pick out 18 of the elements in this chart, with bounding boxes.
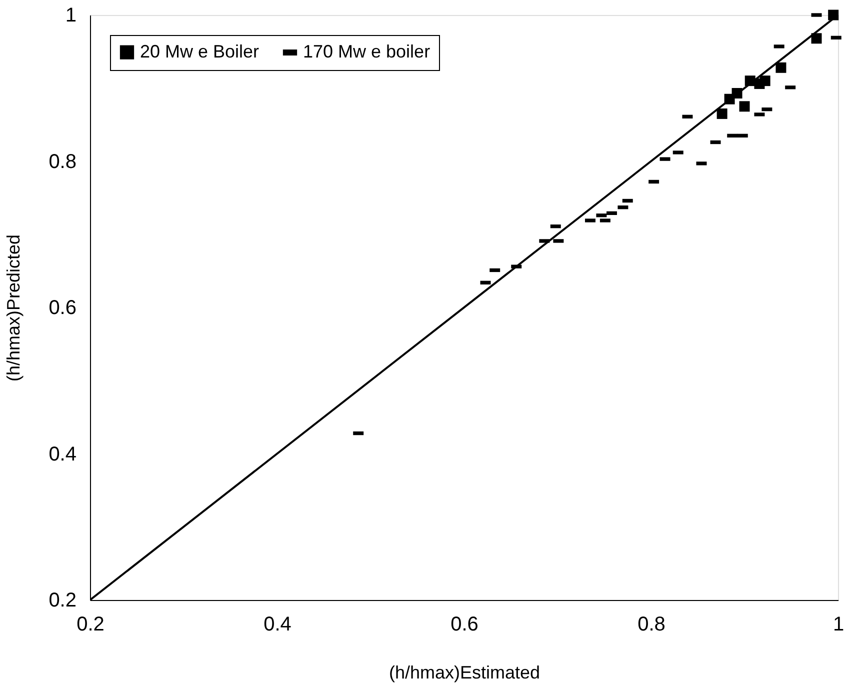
y-tick-label: 0.4	[48, 443, 76, 466]
point	[760, 76, 770, 86]
y-tick-label: 1	[65, 4, 76, 26]
x-tick-label: 0.2	[76, 614, 104, 636]
x-tick-label: 1	[832, 614, 844, 636]
x-axis-title: (h/hmax)Estimated	[388, 662, 540, 682]
point	[716, 108, 728, 119]
x-tick-label: 0.4	[264, 614, 292, 636]
y-tick-label: 0.6	[48, 297, 76, 319]
legend-label: 20 Mw e Boiler	[140, 41, 260, 62]
y-tick-label: 0.8	[48, 150, 76, 173]
y-axis-title: (h/hmax)Predicted	[4, 234, 24, 382]
legend-label: 170 Mw e boiler	[303, 42, 430, 62]
point	[739, 101, 750, 112]
point	[776, 62, 786, 73]
y-tick-label: 0.2	[48, 590, 76, 612]
x-tick-label: 0.8	[638, 614, 666, 636]
x-tick-label: 0.6	[450, 614, 478, 636]
